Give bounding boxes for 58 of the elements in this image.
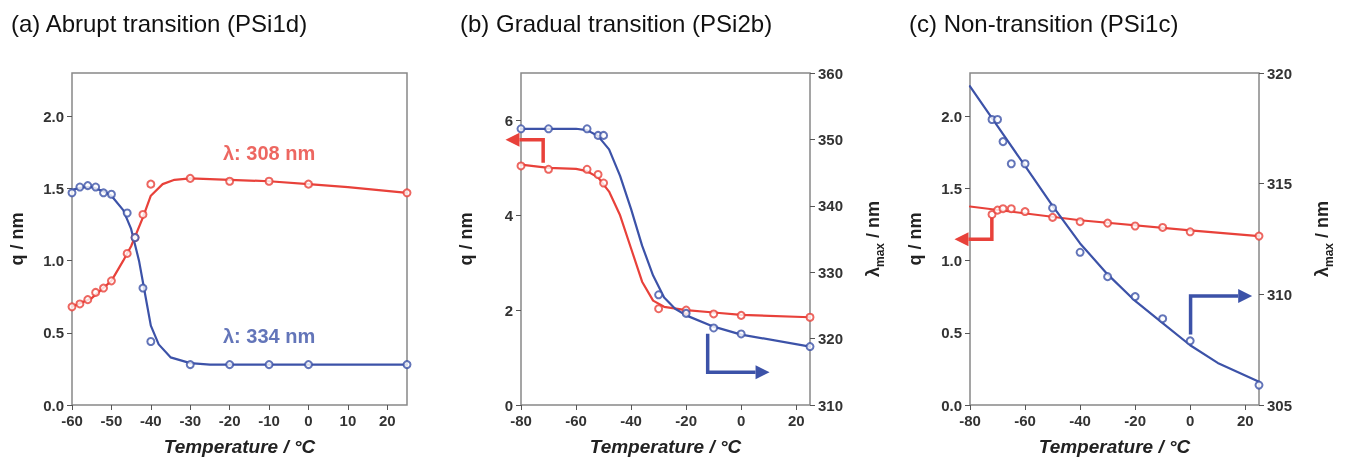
y-axis-title: q / nm xyxy=(905,212,925,266)
y-tick-label: 4 xyxy=(504,206,514,224)
y2-tick-label: 310 xyxy=(1267,285,1293,303)
x-tick-label: -30 xyxy=(179,412,202,429)
chart-title: (b) Gradual transition (PSi2b) xyxy=(460,9,773,37)
x-tick-label: -50 xyxy=(100,412,123,429)
x-tick-label: 0 xyxy=(304,412,313,429)
x-tick-label: -20 xyxy=(675,412,697,429)
x-tick-label: -40 xyxy=(1069,412,1091,429)
x-tick-label: -80 xyxy=(510,412,532,429)
x-tick-label: -40 xyxy=(620,412,642,429)
x-tick-label: -60 xyxy=(61,412,83,429)
x-tick-label: -40 xyxy=(139,412,162,429)
x-tick-label: 20 xyxy=(378,412,396,429)
y2-tick-label: 360 xyxy=(818,64,844,82)
x-tick-label: 0 xyxy=(737,412,746,429)
y2-tick-label: 310 xyxy=(818,396,844,414)
y-tick-label: 2.0 xyxy=(941,107,962,125)
y-tick-label: 0.0 xyxy=(43,396,64,414)
x-tick-label: -60 xyxy=(1014,412,1036,429)
x-tick-label: 0 xyxy=(1186,412,1195,429)
x-axis-title: Temperature / °C xyxy=(1038,436,1191,457)
chart-title: (a) Abrupt transition (PSi1d) xyxy=(11,9,308,37)
y-tick-label: 1.5 xyxy=(941,179,962,197)
x-tick-label: 20 xyxy=(1236,412,1254,429)
y-tick-label: 6 xyxy=(504,111,513,129)
y-tick-label: 0 xyxy=(504,396,513,414)
y2-axis-title: λmax / nm xyxy=(863,200,887,278)
y-tick-label: 1.0 xyxy=(941,252,962,270)
y-tick-label: 2.0 xyxy=(43,107,64,125)
chart-title: (c) Non-transition (PSi1c) xyxy=(909,9,1179,37)
x-tick-label: 10 xyxy=(339,412,357,429)
series-label: λ: 308 nm xyxy=(222,141,316,164)
y-tick-label: 0.0 xyxy=(941,396,962,414)
y-axis-title: q / nm xyxy=(7,212,27,266)
y-axis-title: q / nm xyxy=(456,212,476,266)
y2-tick-label: 320 xyxy=(818,330,844,348)
y-tick-label: 0.5 xyxy=(43,324,64,342)
y2-tick-label: 350 xyxy=(818,130,844,148)
y-tick-label: 1.0 xyxy=(43,252,64,270)
y2-tick-label: 315 xyxy=(1267,175,1293,193)
series-label: λ: 334 nm xyxy=(222,325,316,348)
x-tick-label: 20 xyxy=(787,412,805,429)
y2-tick-label: 305 xyxy=(1267,396,1293,414)
x-axis-title: Temperature / °C xyxy=(589,436,742,457)
x-tick-label: -20 xyxy=(1124,412,1146,429)
y2-axis-title: λmax / nm xyxy=(1312,200,1336,278)
x-tick-label: -20 xyxy=(218,412,241,429)
y2-tick-label: 320 xyxy=(1267,64,1293,82)
x-tick-label: -80 xyxy=(959,412,981,429)
y-tick-label: 2 xyxy=(504,301,513,319)
y2-tick-label: 330 xyxy=(818,263,844,281)
x-tick-label: -60 xyxy=(565,412,587,429)
x-axis-title: Temperature / °C xyxy=(163,436,316,457)
y-tick-label: 1.5 xyxy=(43,179,64,197)
y-tick-label: 0.5 xyxy=(941,324,962,342)
x-tick-label: -10 xyxy=(258,412,280,429)
y2-tick-label: 340 xyxy=(818,197,844,215)
